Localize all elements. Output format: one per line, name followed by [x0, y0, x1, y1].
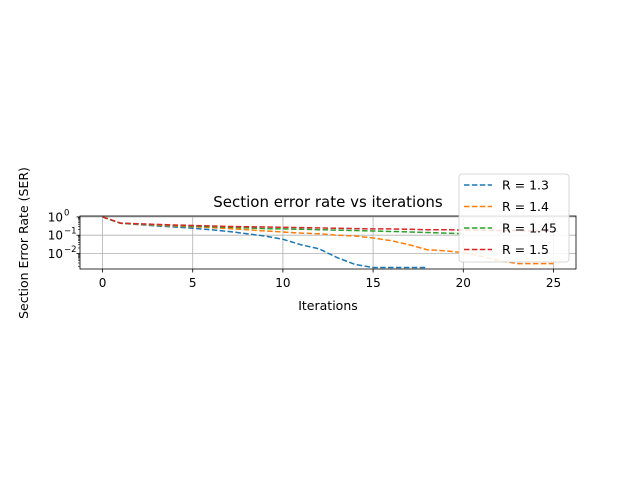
x-tick-label: 15: [365, 276, 380, 290]
y-tick-exponent: 0: [64, 208, 69, 218]
series-lines: [102, 216, 554, 269]
legend-label: R = 1.45: [502, 221, 557, 236]
legend-label: R = 1.5: [502, 242, 549, 257]
y-tick-exponent: −2: [64, 245, 77, 255]
y-tick-label: 10: [48, 229, 63, 243]
x-tick-label: 5: [189, 276, 197, 290]
x-tick-label: 0: [99, 276, 107, 290]
series-line: [102, 216, 464, 235]
x-tick-label: 25: [546, 276, 561, 290]
y-axis-label: Section Error Rate (SER): [16, 167, 31, 319]
series-line: [102, 216, 554, 232]
series-line: [102, 216, 428, 269]
y-tick-label: 10: [48, 247, 63, 261]
legend-label: R = 1.4: [502, 199, 549, 214]
y-tick-exponent: −1: [64, 227, 77, 237]
y-tick-label: 10: [48, 210, 63, 224]
chart-title: Section error rate vs iterations: [213, 193, 443, 211]
x-axis-label: Iterations: [298, 298, 358, 313]
x-axis-ticks: 0 5 10 15 20 25: [99, 269, 561, 290]
legend-box: [458, 173, 570, 263]
x-tick-label: 20: [456, 276, 471, 290]
x-tick-label: 10: [275, 276, 290, 290]
legend: R = 1.3 R = 1.4 R = 1.45 R = 1.5: [458, 173, 570, 263]
legend-label: R = 1.3: [502, 178, 549, 193]
